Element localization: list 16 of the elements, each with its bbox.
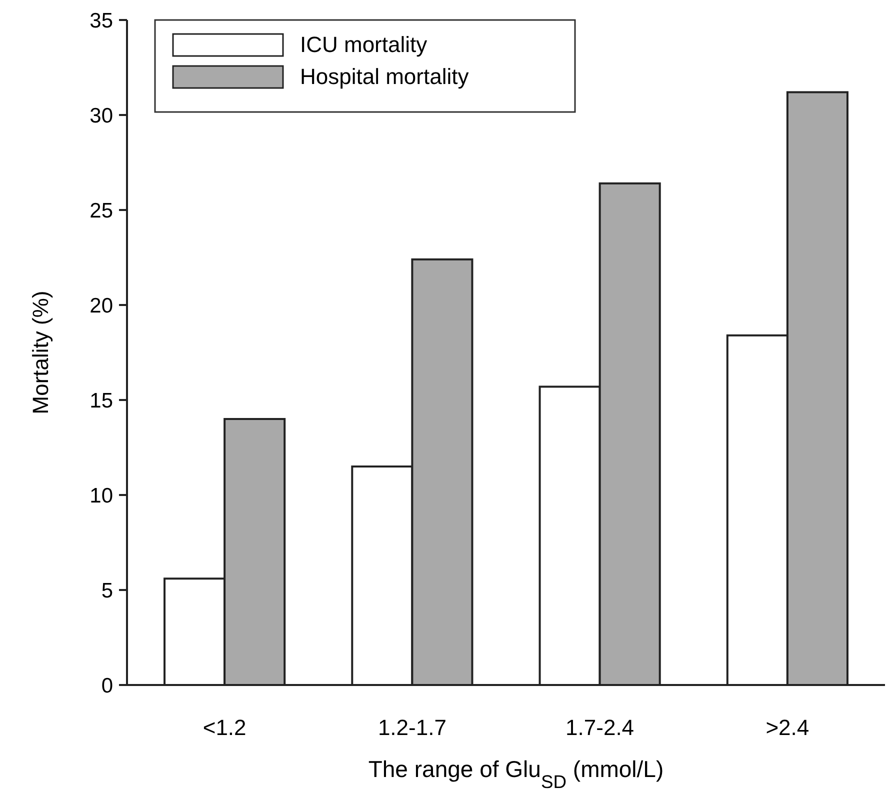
- x-tick-label: 1.2-1.7: [378, 715, 446, 740]
- x-tick-label: 1.7-2.4: [566, 715, 634, 740]
- y-tick-label: 15: [90, 389, 113, 412]
- x-tick-label: <1.2: [202, 715, 246, 740]
- y-tick-label: 10: [90, 484, 113, 508]
- x-axis-title: The range of Glu$_{SD}$ (mmol/L): [368, 756, 664, 792]
- x-tick-label: >2.4: [766, 715, 810, 740]
- y-tick-label: 20: [90, 294, 113, 318]
- y-tick-label: 35: [90, 9, 113, 32]
- y-tick-label: 0: [101, 674, 113, 698]
- legend-label: Hospital mortality: [300, 64, 469, 89]
- y-tick-label: 30: [90, 104, 113, 128]
- y-tick-label: 5: [101, 579, 113, 602]
- legend-label: ICU mortality: [300, 32, 428, 57]
- y-axis-title: Mortality (%): [28, 290, 53, 414]
- y-tick-label: 25: [90, 199, 113, 222]
